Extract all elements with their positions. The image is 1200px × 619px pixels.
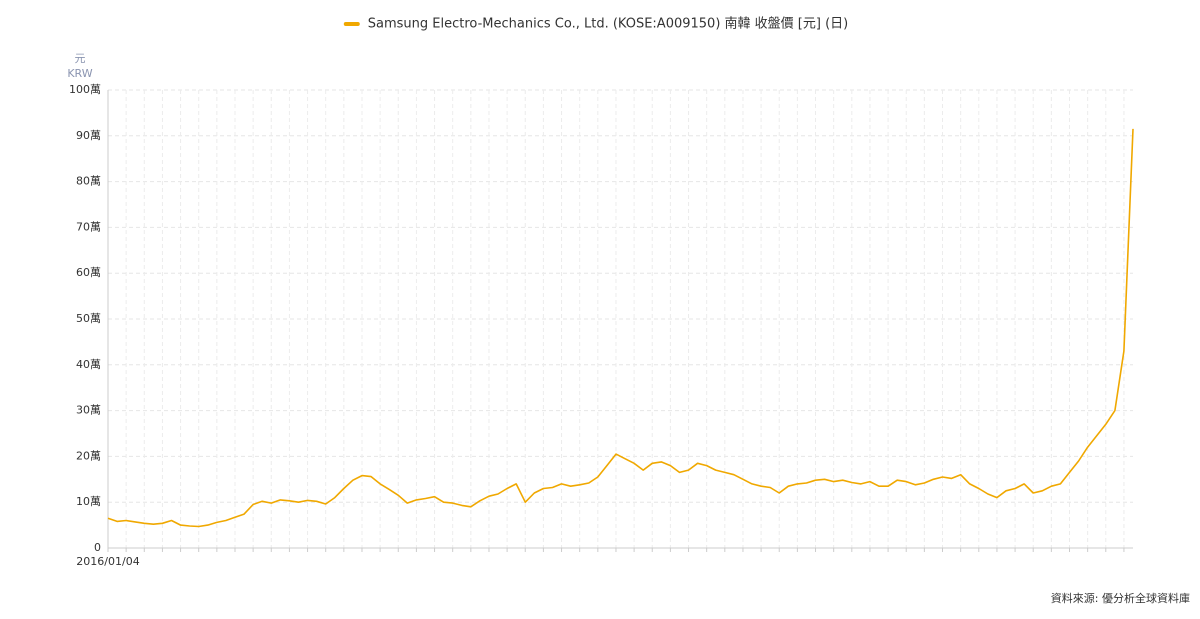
legend-label: Samsung Electro-Mechanics Co., Ltd. (KOS… — [368, 16, 848, 32]
y-tick-label: 100萬 — [69, 83, 101, 96]
x-tick-label: 2016/01/04 — [76, 555, 139, 568]
y-tick-label: 60萬 — [76, 266, 101, 279]
series-line — [107, 128, 1134, 528]
y-tick-label: 50萬 — [76, 312, 101, 325]
y-unit: 元 — [75, 52, 86, 65]
y-tick-label: 80萬 — [76, 175, 101, 188]
y-tick-label: 0 — [94, 541, 101, 554]
y-tick-label: 40萬 — [76, 358, 101, 371]
y-tick-label: 90萬 — [76, 129, 101, 142]
y-tick-label: 20萬 — [76, 449, 101, 462]
y-tick-label: 70萬 — [76, 220, 101, 233]
y-tick-label: 30萬 — [76, 404, 101, 417]
legend-swatch — [343, 22, 360, 26]
source: 資料來源: 優分析全球資料庫 — [1051, 591, 1190, 605]
y-currency: KRW — [67, 67, 92, 80]
y-tick-label: 10萬 — [76, 495, 101, 508]
